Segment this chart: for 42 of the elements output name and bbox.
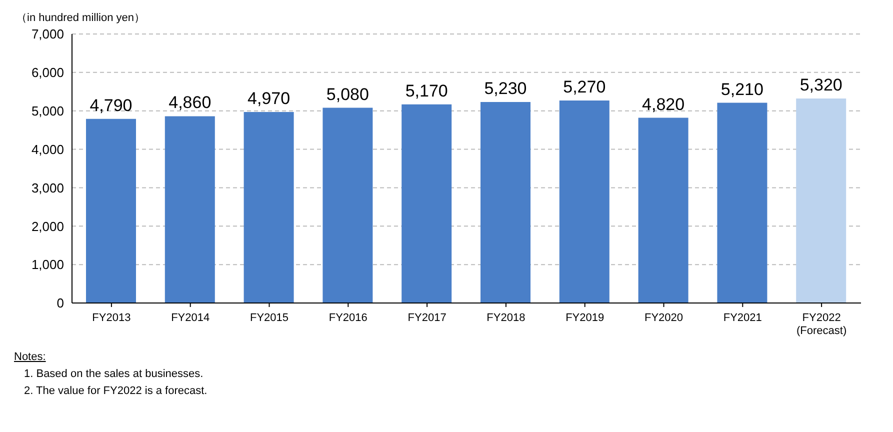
x-tick-label: FY2016 xyxy=(328,312,368,324)
x-tick-label: FY2017 xyxy=(408,312,446,324)
bar xyxy=(480,102,530,303)
data-label: 5,170 xyxy=(405,81,448,100)
y-tick-label: 7,000 xyxy=(31,26,64,42)
bar xyxy=(322,108,373,303)
bar xyxy=(717,102,768,303)
y-axis-title: （in hundred million yen） xyxy=(16,11,146,25)
data-label: 5,270 xyxy=(563,77,606,96)
data-label: 5,320 xyxy=(800,76,842,95)
text: Notes: xyxy=(14,351,47,363)
x-tick-label: FY2019 xyxy=(566,312,604,324)
data-label: 5,210 xyxy=(720,80,764,99)
data-label: 4,820 xyxy=(642,94,685,114)
x-tick-label: FY2021 xyxy=(723,312,762,324)
y-tick-label: 0 xyxy=(56,296,64,311)
x-tick-label: FY2020 xyxy=(644,312,684,324)
data-label: 4,970 xyxy=(248,89,290,108)
bar xyxy=(86,118,136,303)
text: 1. Based on the sales at businesses. xyxy=(24,368,204,380)
x-tick-label: FY2022 (Forecast) xyxy=(796,312,847,337)
bar xyxy=(796,98,846,303)
data-label: 5,080 xyxy=(326,84,369,104)
x-tick-label: FY2015 xyxy=(250,312,289,324)
bar xyxy=(402,104,452,303)
y-tick-label: 6,000 xyxy=(31,65,64,80)
bar xyxy=(164,116,215,303)
y-tick-label: 4,000 xyxy=(31,142,64,157)
y-tick-label: 2,000 xyxy=(31,218,64,234)
bar xyxy=(244,112,294,303)
y-tick-label: 1,000 xyxy=(31,257,64,272)
data-label: 5,230 xyxy=(484,79,527,98)
data-label: 4,860 xyxy=(168,93,212,112)
x-tick-label: FY2014 xyxy=(171,312,210,324)
bar xyxy=(638,118,688,303)
data-label: 4,790 xyxy=(90,96,132,115)
bar xyxy=(559,100,610,303)
x-tick-label: FY2013 xyxy=(92,312,131,324)
y-tick-label: 3,000 xyxy=(31,180,64,196)
y-tick-label: 5,000 xyxy=(31,103,64,118)
text: 2. The value for FY2022 is a forecast. xyxy=(24,385,208,397)
x-tick-label: FY2018 xyxy=(486,312,526,324)
